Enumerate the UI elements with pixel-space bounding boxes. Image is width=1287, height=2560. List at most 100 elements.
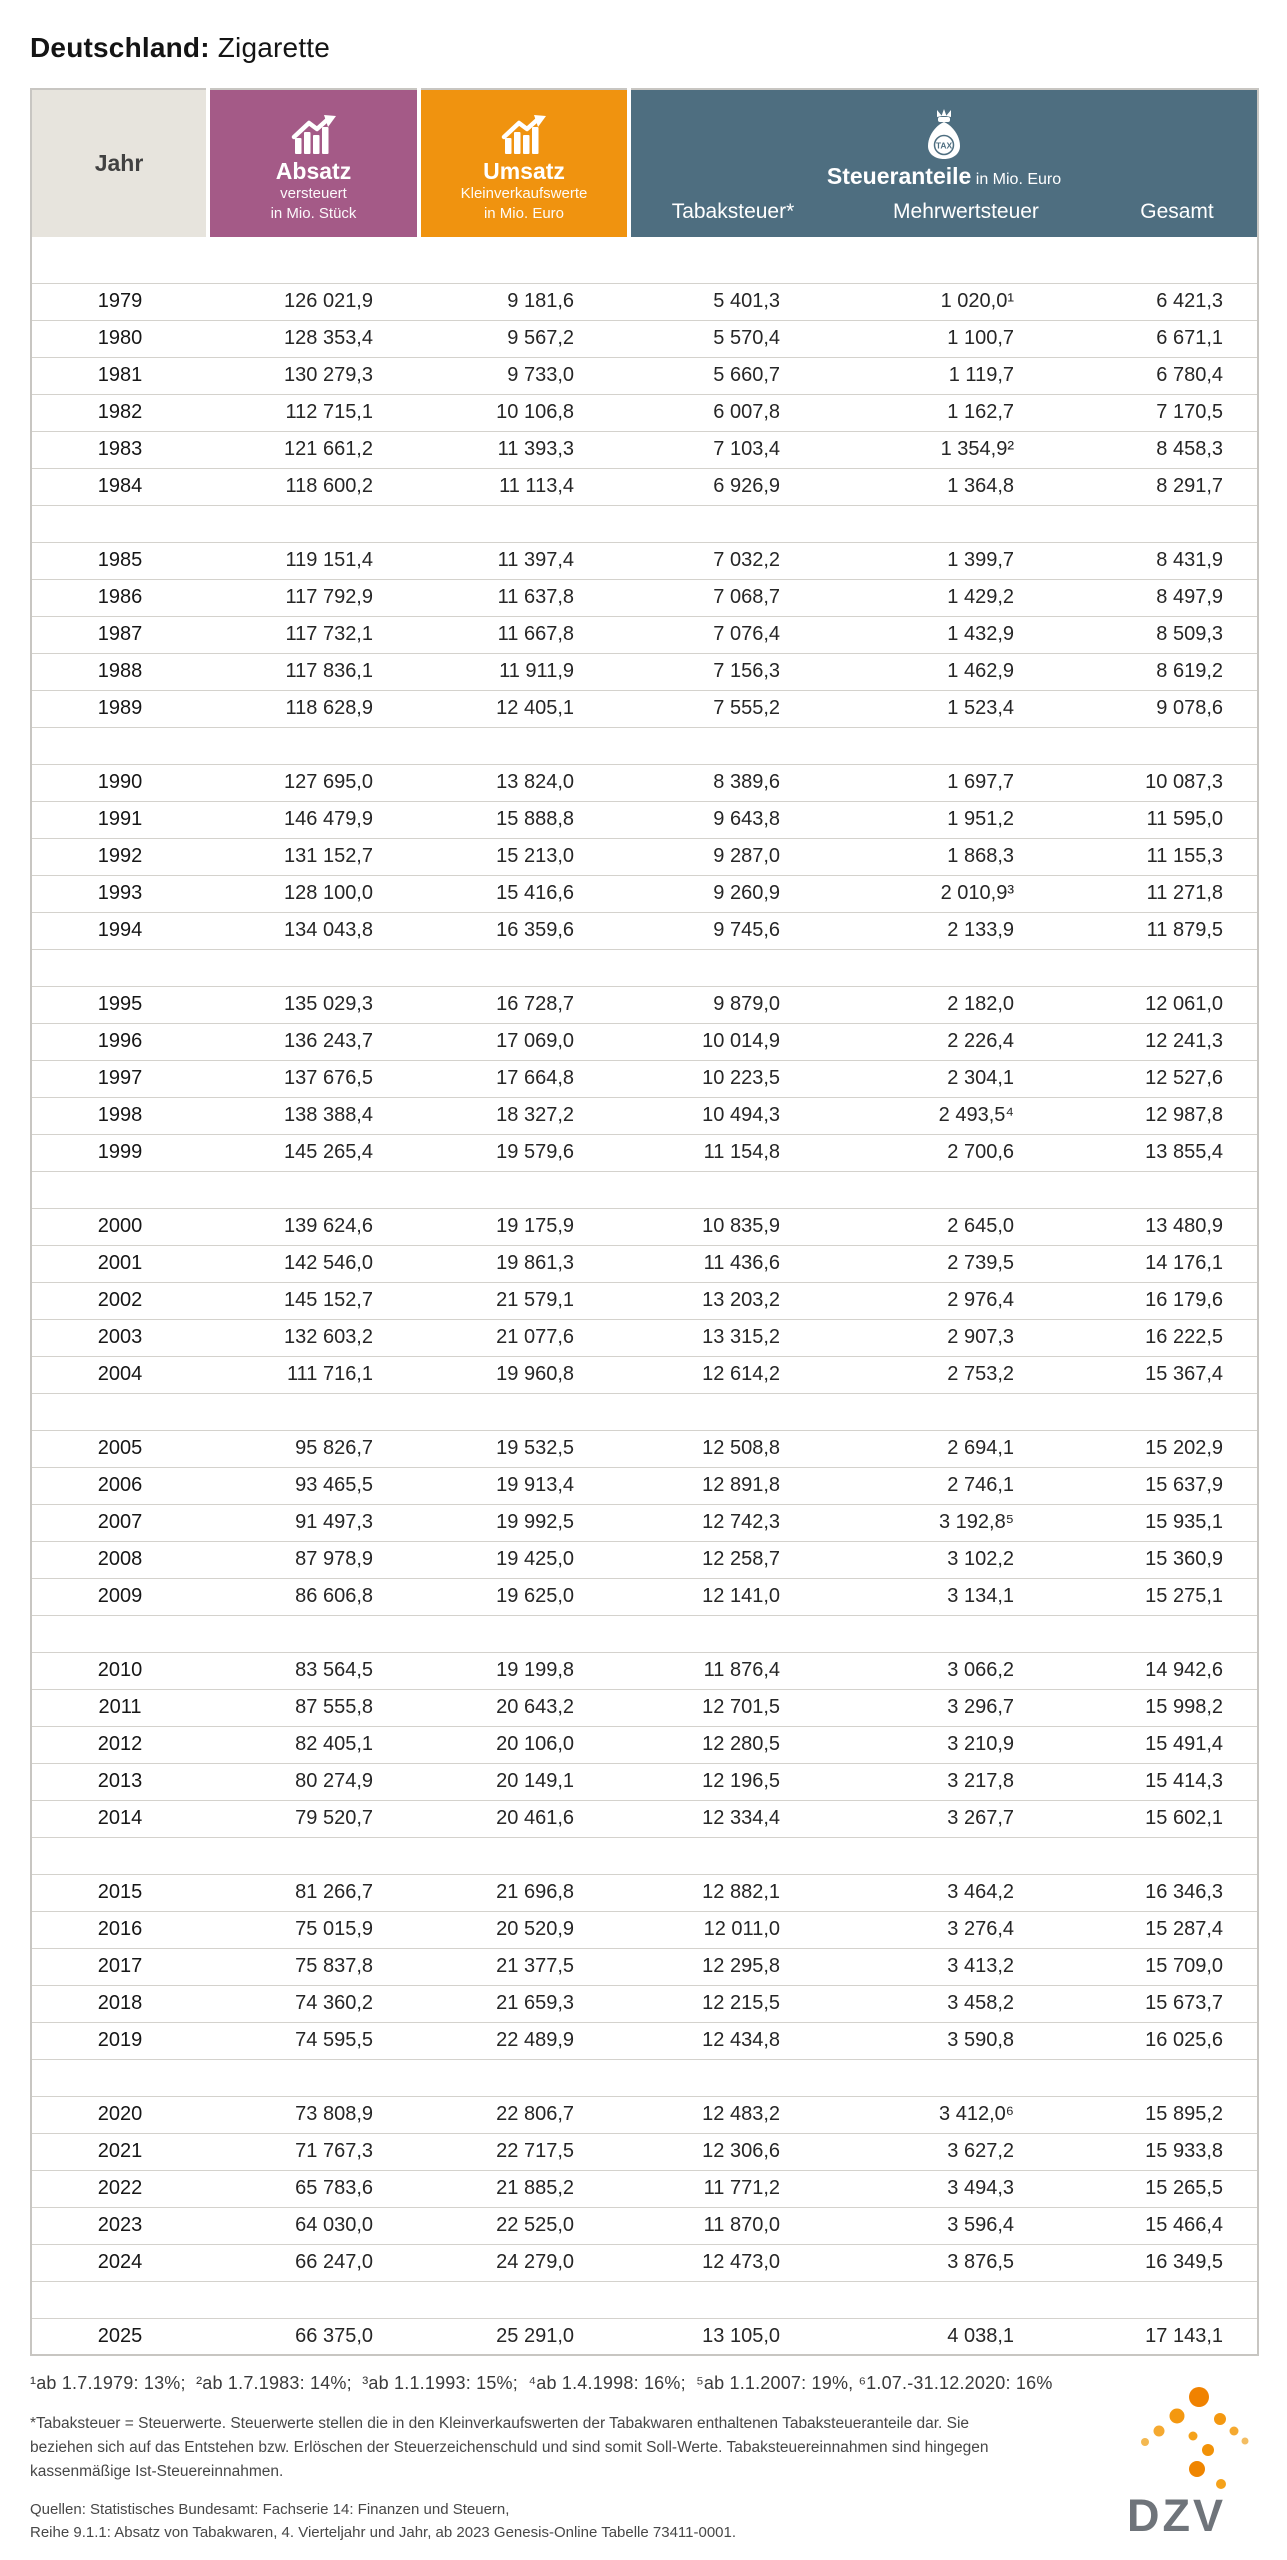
gesamt-cell: 15 933,8 <box>1109 2133 1258 2171</box>
gesamt-cell: 13 855,4 <box>1109 1134 1258 1172</box>
absatz-cell: 83 564,5 <box>208 1652 419 1690</box>
umsatz-cell: 24 279,0 <box>419 2244 629 2282</box>
spacer-cell <box>31 727 1258 765</box>
gesamt-cell: 8 619,2 <box>1109 653 1258 691</box>
spacer-cell <box>31 1615 1258 1653</box>
gesamt-cell: 8 431,9 <box>1109 542 1258 580</box>
tabaksteuer-cell: 12 614,2 <box>629 1356 823 1394</box>
absatz-cell: 91 497,3 <box>208 1504 419 1542</box>
absatz-cell: 130 279,3 <box>208 357 419 395</box>
mehrwertsteuer-cell: 1 354,9² <box>823 431 1109 469</box>
absatz-cell: 121 661,2 <box>208 431 419 469</box>
tabaksteuer-cell: 10 223,5 <box>629 1060 823 1098</box>
gesamt-cell: 15 360,9 <box>1109 1541 1258 1579</box>
absatz-cell: 136 243,7 <box>208 1023 419 1061</box>
umsatz-cell: 21 579,1 <box>419 1282 629 1320</box>
table-row: 1985 119 151,4 11 397,4 7 032,2 1 399,7 8 431… <box>31 542 1258 580</box>
group-gap-row <box>31 1615 1258 1653</box>
tabaksteuer-cell: 12 280,5 <box>629 1726 823 1764</box>
gesamt-cell: 16 179,6 <box>1109 1282 1258 1320</box>
dzv-logo-dots <box>1141 2387 1249 2489</box>
spacer-cell <box>31 1837 1258 1875</box>
absatz-cell: 73 808,9 <box>208 2096 419 2134</box>
gesamt-cell: 12 527,6 <box>1109 1060 1258 1098</box>
umsatz-cell: 9 733,0 <box>419 357 629 395</box>
year-cell: 2025 <box>31 2318 208 2356</box>
mehrwertsteuer-cell: 2 976,4 <box>823 1282 1109 1320</box>
gesamt-cell: 6 780,4 <box>1109 357 1258 395</box>
umsatz-cell: 10 106,8 <box>419 394 629 432</box>
column-header-gesamt: Gesamt <box>1109 199 1258 237</box>
umsatz-cell: 9 181,6 <box>419 283 629 321</box>
gesamt-cell: 16 222,5 <box>1109 1319 1258 1357</box>
absatz-cell: 66 375,0 <box>208 2318 419 2356</box>
column-header-jahr: Jahr <box>31 89 208 237</box>
table-row: 2001 142 546,0 19 861,3 11 436,6 2 739,5 14 1… <box>31 1245 1258 1283</box>
year-cell: 1987 <box>31 616 208 654</box>
year-cell: 2001 <box>31 1245 208 1283</box>
year-cell: 2005 <box>31 1430 208 1468</box>
umsatz-cell: 11 667,8 <box>419 616 629 654</box>
tabaksteuer-cell: 5 660,7 <box>629 357 823 395</box>
table-row: 2019 74 595,5 22 489,9 12 434,8 3 590,8 16 02… <box>31 2022 1258 2060</box>
umsatz-cell: 25 291,0 <box>419 2318 629 2356</box>
bar-chart-up-icon <box>421 114 627 156</box>
mehrwertsteuer-cell: 1 429,2 <box>823 579 1109 617</box>
absatz-cell: 134 043,8 <box>208 912 419 950</box>
tabaksteuer-cell: 7 068,7 <box>629 579 823 617</box>
mehrwertsteuer-cell: 2 694,1 <box>823 1430 1109 1468</box>
tabaksteuer-cell: 13 203,2 <box>629 1282 823 1320</box>
mehrwertsteuer-cell: 2 753,2 <box>823 1356 1109 1394</box>
absatz-cell: 117 732,1 <box>208 616 419 654</box>
page-title-regular: Zigarette <box>217 32 331 63</box>
gesamt-cell: 12 241,3 <box>1109 1023 1258 1061</box>
mehrwertsteuer-cell: 1 399,7 <box>823 542 1109 580</box>
umsatz-cell: 19 992,5 <box>419 1504 629 1542</box>
tabaksteuer-cell: 10 835,9 <box>629 1208 823 1246</box>
absatz-cell: 145 265,4 <box>208 1134 419 1172</box>
year-cell: 1998 <box>31 1097 208 1135</box>
svg-text:TAX: TAX <box>936 141 953 151</box>
absatz-cell: 95 826,7 <box>208 1430 419 1468</box>
absatz-cell: 146 479,9 <box>208 801 419 839</box>
absatz-cell: 128 353,4 <box>208 320 419 358</box>
gesamt-cell: 6 421,3 <box>1109 283 1258 321</box>
gesamt-cell: 8 509,3 <box>1109 616 1258 654</box>
umsatz-cell: 19 532,5 <box>419 1430 629 1468</box>
tabaksteuer-cell: 7 103,4 <box>629 431 823 469</box>
mehrwertsteuer-cell: 3 066,2 <box>823 1652 1109 1690</box>
umsatz-cell: 16 359,6 <box>419 912 629 950</box>
spacer-cell <box>31 1393 1258 1431</box>
mehrwertsteuer-cell: 3 876,5 <box>823 2244 1109 2282</box>
mehrwertsteuer-cell: 1 432,9 <box>823 616 1109 654</box>
table-row: 2000 139 624,6 19 175,9 10 835,9 2 645,0 13 4… <box>31 1208 1258 1246</box>
absatz-cell: 74 360,2 <box>208 1985 419 2023</box>
mehrwertsteuer-cell: 2 700,6 <box>823 1134 1109 1172</box>
mehrwertsteuer-cell: 2 133,9 <box>823 912 1109 950</box>
table-row: 1980 128 353,4 9 567,2 5 570,4 1 100,7 6 671,… <box>31 320 1258 358</box>
mehrwertsteuer-cell: 1 523,4 <box>823 690 1109 728</box>
umsatz-cell: 19 913,4 <box>419 1467 629 1505</box>
mehrwertsteuer-cell: 2 304,1 <box>823 1060 1109 1098</box>
mehrwertsteuer-cell: 2 746,1 <box>823 1467 1109 1505</box>
umsatz-cell: 11 397,4 <box>419 542 629 580</box>
gesamt-cell: 8 291,7 <box>1109 468 1258 506</box>
tabaksteuer-cell: 12 473,0 <box>629 2244 823 2282</box>
gesamt-cell: 16 025,6 <box>1109 2022 1258 2060</box>
group-gap-row <box>31 1171 1258 1209</box>
tabaksteuer-cell: 12 742,3 <box>629 1504 823 1542</box>
bar-chart-up-icon <box>210 114 417 156</box>
year-cell: 2021 <box>31 2133 208 2171</box>
table-row: 2005 95 826,7 19 532,5 12 508,8 2 694,1 15 20… <box>31 1430 1258 1468</box>
year-cell: 1982 <box>31 394 208 432</box>
umsatz-cell: 15 213,0 <box>419 838 629 876</box>
mehrwertsteuer-cell: 3 134,1 <box>823 1578 1109 1616</box>
tabaksteuer-cell: 9 745,6 <box>629 912 823 950</box>
table-row: 1994 134 043,8 16 359,6 9 745,6 2 133,9 11 87… <box>31 912 1258 950</box>
tabaksteuer-cell: 11 436,6 <box>629 1245 823 1283</box>
gesamt-cell: 13 480,9 <box>1109 1208 1258 1246</box>
mehrwertsteuer-cell: 2 645,0 <box>823 1208 1109 1246</box>
gesamt-cell: 15 602,1 <box>1109 1800 1258 1838</box>
year-cell: 1994 <box>31 912 208 950</box>
